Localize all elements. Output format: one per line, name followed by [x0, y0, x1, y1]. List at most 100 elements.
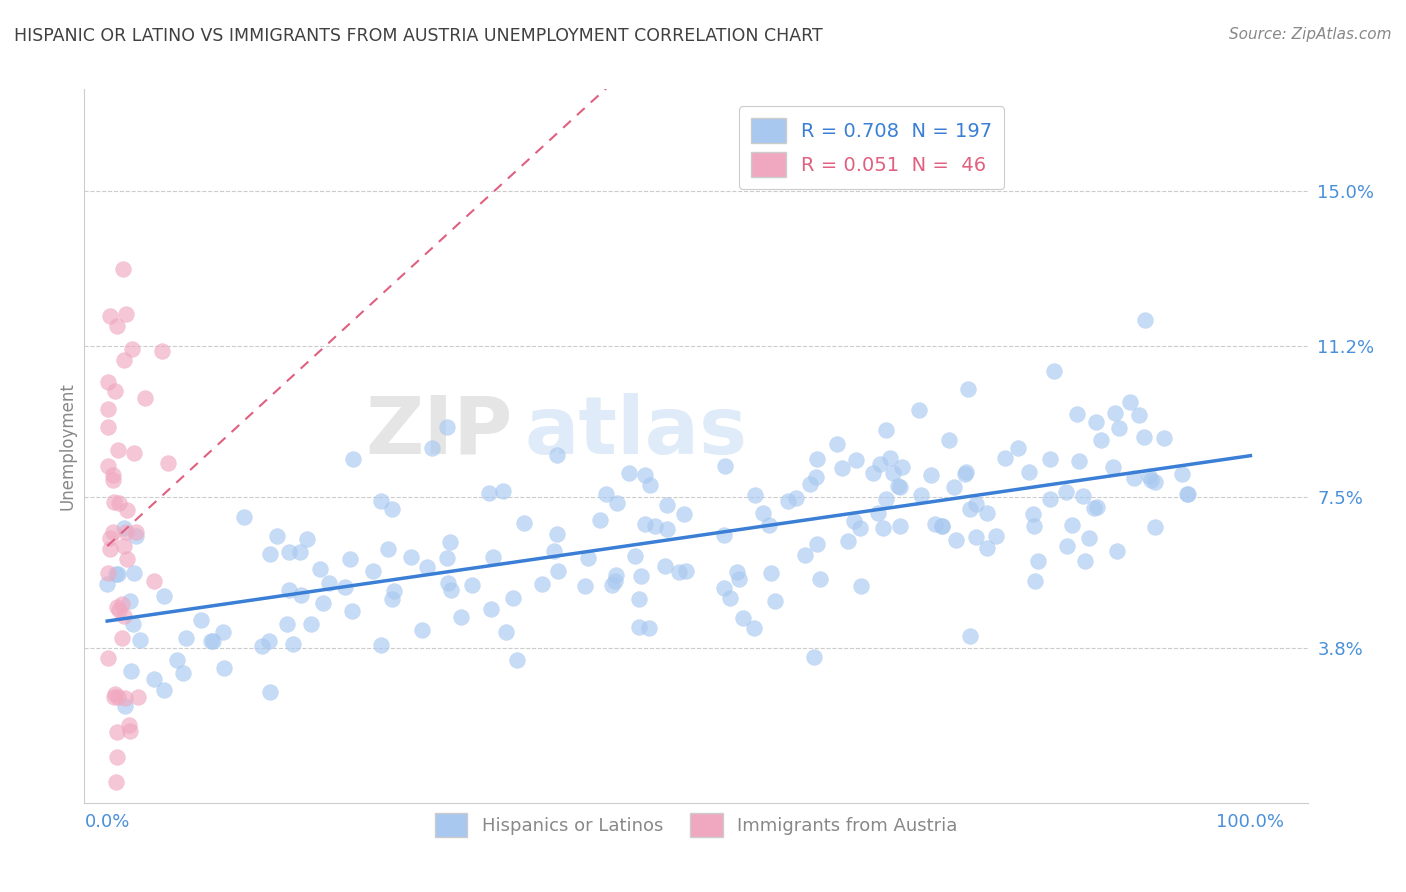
Point	[744, 488, 766, 502]
Point	[1039, 492, 1062, 507]
Point	[718, 591, 741, 606]
Point	[1177, 487, 1199, 501]
Point	[778, 494, 800, 508]
Point	[150, 343, 173, 358]
Point	[543, 543, 565, 558]
Point	[97, 566, 120, 581]
Point	[478, 486, 501, 500]
Point	[257, 634, 280, 648]
Point	[752, 506, 775, 520]
Point	[1085, 415, 1108, 429]
Point	[98, 542, 121, 557]
Point	[837, 533, 859, 548]
Point	[122, 445, 145, 459]
Point	[976, 506, 998, 520]
Point	[112, 521, 135, 535]
Point	[976, 541, 998, 555]
Point	[105, 750, 128, 764]
Point	[295, 532, 318, 546]
Point	[318, 576, 340, 591]
Point	[312, 596, 335, 610]
Point	[965, 497, 987, 511]
Point	[190, 613, 212, 627]
Point	[111, 598, 134, 612]
Point	[479, 602, 502, 616]
Point	[114, 698, 136, 713]
Point	[938, 433, 960, 447]
Point	[399, 550, 422, 565]
Point	[634, 516, 657, 531]
Point	[808, 572, 831, 586]
Point	[134, 391, 156, 405]
Point	[174, 631, 197, 645]
Point	[889, 519, 911, 533]
Point	[1077, 531, 1099, 545]
Point	[101, 524, 124, 539]
Point	[1143, 475, 1166, 490]
Point	[546, 526, 568, 541]
Point	[600, 578, 623, 592]
Point	[1022, 507, 1045, 521]
Point	[1108, 421, 1130, 435]
Point	[574, 579, 596, 593]
Point	[1128, 408, 1150, 422]
Point	[107, 600, 129, 615]
Point	[437, 575, 460, 590]
Point	[117, 718, 139, 732]
Point	[107, 442, 129, 457]
Point	[910, 488, 932, 502]
Point	[416, 560, 439, 574]
Point	[887, 479, 910, 493]
Point	[370, 638, 392, 652]
Point	[546, 448, 568, 462]
Point	[1135, 313, 1157, 327]
Point	[1043, 364, 1066, 378]
Point	[965, 530, 987, 544]
Point	[806, 537, 828, 551]
Point	[111, 631, 134, 645]
Point	[200, 634, 222, 648]
Point	[492, 483, 515, 498]
Point	[450, 610, 472, 624]
Point	[361, 564, 384, 578]
Point	[115, 551, 138, 566]
Point	[420, 441, 443, 455]
Point	[1153, 431, 1175, 445]
Point	[1018, 465, 1040, 479]
Point	[1105, 544, 1128, 558]
Point	[640, 478, 662, 492]
Point	[252, 639, 274, 653]
Point	[713, 459, 735, 474]
Point	[115, 307, 138, 321]
Point	[101, 473, 124, 487]
Point	[122, 566, 145, 580]
Point	[1175, 487, 1198, 501]
Point	[112, 353, 135, 368]
Point	[644, 519, 666, 533]
Point	[759, 566, 782, 580]
Point	[115, 503, 138, 517]
Point	[278, 582, 301, 597]
Point	[1022, 519, 1045, 533]
Point	[377, 541, 399, 556]
Point	[1074, 553, 1097, 567]
Point	[851, 579, 873, 593]
Point	[657, 523, 679, 537]
Text: ZIP: ZIP	[366, 392, 513, 471]
Point	[657, 498, 679, 512]
Point	[627, 620, 650, 634]
Point	[166, 653, 188, 667]
Point	[1007, 441, 1029, 455]
Point	[606, 496, 628, 510]
Point	[794, 549, 817, 563]
Point	[763, 594, 786, 608]
Point	[98, 310, 121, 324]
Point	[118, 594, 141, 608]
Point	[725, 565, 748, 579]
Point	[278, 545, 301, 559]
Point	[411, 623, 433, 637]
Point	[1139, 468, 1161, 483]
Point	[984, 529, 1007, 543]
Point	[153, 590, 176, 604]
Point	[713, 581, 735, 595]
